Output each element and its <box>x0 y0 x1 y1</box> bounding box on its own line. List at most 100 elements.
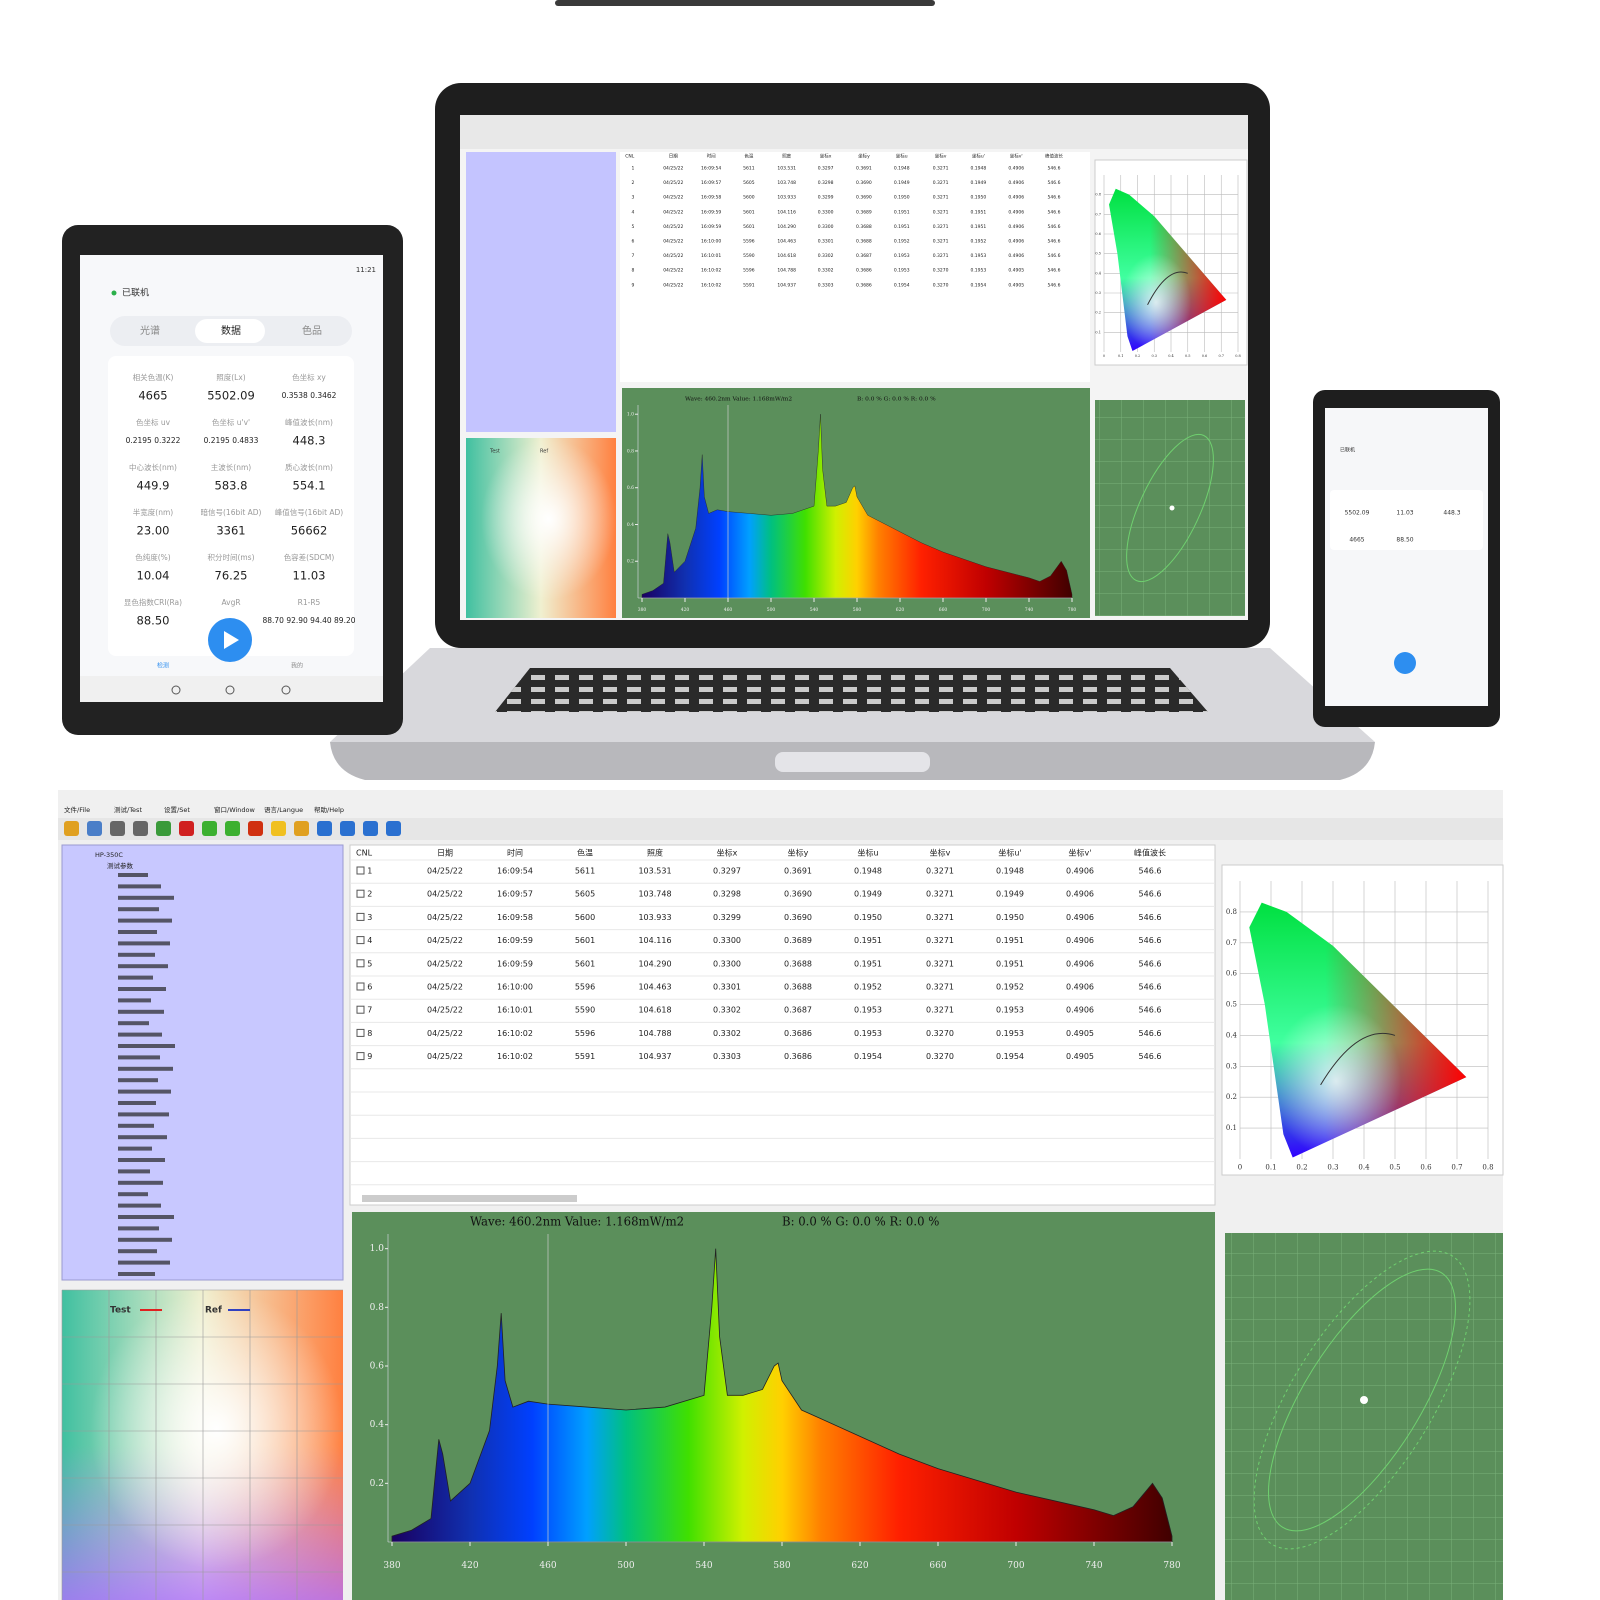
tool-button[interactable] <box>225 821 240 836</box>
cell: 0.3688 <box>856 224 872 230</box>
cell: 2 <box>367 890 372 899</box>
cell: 16:10:01 <box>701 253 721 259</box>
metric-value: 5502.09 <box>207 389 255 403</box>
cell: 04/25/22 <box>427 983 463 992</box>
nav-button[interactable] <box>225 685 235 695</box>
cell: 04/25/22 <box>427 1052 463 1061</box>
cell: 16:10:00 <box>701 239 721 245</box>
menu-item[interactable]: 窗口/Window <box>214 805 256 814</box>
column-header: 色温 <box>577 848 593 858</box>
cell: 0.4905 <box>1066 1052 1094 1061</box>
cell: 546.6 <box>1048 239 1061 245</box>
tool-button[interactable] <box>110 821 125 836</box>
column-header: 峰值波长 <box>1134 848 1166 858</box>
cell: 0.4905 <box>1008 268 1024 274</box>
menu-item[interactable]: 语言/Langue <box>264 805 303 814</box>
menu-item[interactable]: 设置/Set <box>164 805 190 814</box>
row-checkbox[interactable] <box>356 959 365 968</box>
cell: 546.6 <box>1048 166 1061 172</box>
y-tick-label: 0.1 <box>1095 330 1101 334</box>
cell: 0.3302 <box>713 1029 741 1038</box>
row-checkbox[interactable] <box>356 912 365 921</box>
tool-button[interactable] <box>133 821 148 836</box>
menu-item[interactable]: 文件/File <box>64 805 90 814</box>
menu-item[interactable]: 帮助/Help <box>314 805 344 814</box>
x-tick-label: 740 <box>1085 1561 1102 1571</box>
column-header: 照度 <box>647 848 663 858</box>
cell: 16:09:54 <box>701 166 721 172</box>
tool-button[interactable] <box>87 821 102 836</box>
readout: Wave: 460.2nm Value: 1.168mW/m2 <box>470 1214 684 1228</box>
y-tick-label: 0.6 <box>1095 232 1101 236</box>
cell: 04/25/22 <box>427 959 463 968</box>
cell: 0.3690 <box>784 890 812 899</box>
tool-button[interactable] <box>271 821 286 836</box>
x-tick-label: 0.8 <box>1235 354 1241 358</box>
ellipse <box>1268 1268 1456 1532</box>
cell: 5 <box>632 224 635 230</box>
nav-button[interactable] <box>281 685 291 695</box>
row-checkbox[interactable] <box>356 866 365 875</box>
tool-button[interactable] <box>179 821 194 836</box>
row-checkbox[interactable] <box>356 982 365 991</box>
cell: 0.3300 <box>713 936 741 945</box>
menu-item[interactable]: 测试/Test <box>114 805 142 814</box>
x-tick-label: 660 <box>929 1561 946 1571</box>
tool-button[interactable] <box>156 821 171 836</box>
cell: 0.1950 <box>894 195 910 201</box>
device-edge <box>555 0 935 6</box>
cell: 5601 <box>575 936 595 945</box>
tab[interactable]: 数据 <box>221 324 241 337</box>
nav-label[interactable]: 检测 <box>157 662 169 670</box>
row-checkbox[interactable] <box>356 1028 365 1037</box>
tool-button[interactable] <box>202 821 217 836</box>
metric-value: 23.00 <box>137 524 170 538</box>
cell: 0.3271 <box>926 983 954 992</box>
cell: 04/25/22 <box>427 867 463 876</box>
cell: 0.3270 <box>933 282 949 288</box>
x-tick-label: 540 <box>810 607 819 613</box>
cell: 8 <box>632 268 635 274</box>
cell: 04/25/22 <box>663 209 683 215</box>
cell: 0.1953 <box>971 253 987 259</box>
cell: 103.748 <box>638 890 671 899</box>
tool-button[interactable] <box>340 821 355 836</box>
scrollbar[interactable] <box>362 1195 577 1202</box>
cell: 0.1949 <box>894 180 910 186</box>
tool-button[interactable] <box>64 821 79 836</box>
phone-play[interactable] <box>1394 652 1416 674</box>
cell: 16:10:02 <box>701 282 721 288</box>
play-icon <box>224 631 239 649</box>
cell: 0.4906 <box>1066 890 1094 899</box>
nav-label[interactable]: 我的 <box>291 662 303 670</box>
nav-button[interactable] <box>171 685 181 695</box>
tree-item <box>118 1237 172 1242</box>
row-checkbox[interactable] <box>356 1052 365 1061</box>
row-checkbox[interactable] <box>356 936 365 945</box>
y-tick-label: 0.3 <box>1226 1062 1237 1070</box>
y-tick-label: 0.6 <box>627 485 634 491</box>
cell: 7 <box>632 253 635 259</box>
cell: 16:10:02 <box>701 268 721 274</box>
mini-colorchart-white <box>466 438 616 618</box>
tool-button[interactable] <box>248 821 263 836</box>
cell: 104.116 <box>638 936 671 945</box>
tool-button[interactable] <box>386 821 401 836</box>
cell: 5611 <box>575 867 595 876</box>
tool-button[interactable] <box>317 821 332 836</box>
y-tick-label: 0.8 <box>627 448 634 454</box>
y-tick-label: 1.0 <box>370 1244 385 1254</box>
tool-button[interactable] <box>363 821 378 836</box>
tab[interactable]: 色品 <box>302 324 322 337</box>
cell: 0.1953 <box>894 253 910 259</box>
cell: 0.3271 <box>933 224 949 230</box>
row-checkbox[interactable] <box>356 889 365 898</box>
metric-value: 583.8 <box>215 479 248 493</box>
tool-button[interactable] <box>294 821 309 836</box>
tree-node: 测试参数 <box>107 861 134 870</box>
metric-value: 11.03 <box>293 569 326 583</box>
tab[interactable]: 光谱 <box>140 324 160 337</box>
status: 已联机 <box>122 287 149 299</box>
row-checkbox[interactable] <box>356 1005 365 1014</box>
cell: 5590 <box>743 253 755 259</box>
